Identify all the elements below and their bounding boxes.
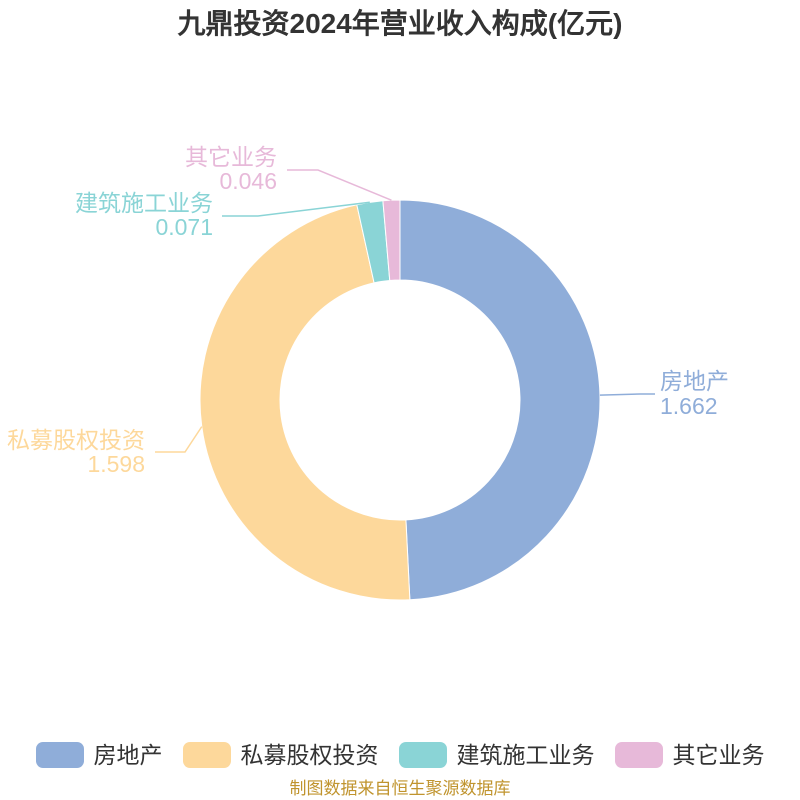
slice-label-name-2: 私募股权投资 [7,427,145,453]
leader-line-3 [222,201,370,217]
data-source-note: 制图数据来自恒生聚源数据库 [289,779,511,798]
leader-line-2 [155,426,203,453]
slice-label-value-2: 1.598 [87,451,145,477]
legend-item-4: 其它业务 [614,742,765,768]
legend-item-2: 私募股权投资 [182,742,379,768]
legend-swatch-1 [35,742,84,768]
slice-label-value-3: 0.071 [155,214,213,240]
slice-label-name-1: 房地产 [660,368,729,394]
legend-swatch-4 [614,742,663,768]
legend-item-1: 房地产 [35,742,163,768]
leader-line-1 [599,393,655,396]
chart-legend: 房地产 私募股权投资 建筑施工业务 其它业务 [0,742,800,768]
slice-label-name-3: 建筑施工业务 [75,190,213,216]
legend-label-2: 私募股权投资 [240,742,379,768]
leader-line-4 [287,169,392,201]
donut-slice-2 [199,204,411,601]
slice-label-name-4: 其它业务 [185,144,277,170]
legend-swatch-2 [182,742,231,768]
donut-slice-4 [382,199,401,281]
donut-slices [199,199,601,601]
legend-label-1: 房地产 [93,742,163,768]
slice-label-value-1: 1.662 [660,393,718,419]
legend-swatch-3 [398,742,447,768]
legend-item-3: 建筑施工业务 [398,742,595,768]
donut-slice-1 [399,199,601,601]
slice-label-value-4: 0.046 [219,168,277,194]
legend-label-3: 建筑施工业务 [456,742,595,768]
chart-title: 九鼎投资2024年营业收入构成(亿元) [177,8,623,39]
legend-label-4: 其它业务 [672,742,765,768]
